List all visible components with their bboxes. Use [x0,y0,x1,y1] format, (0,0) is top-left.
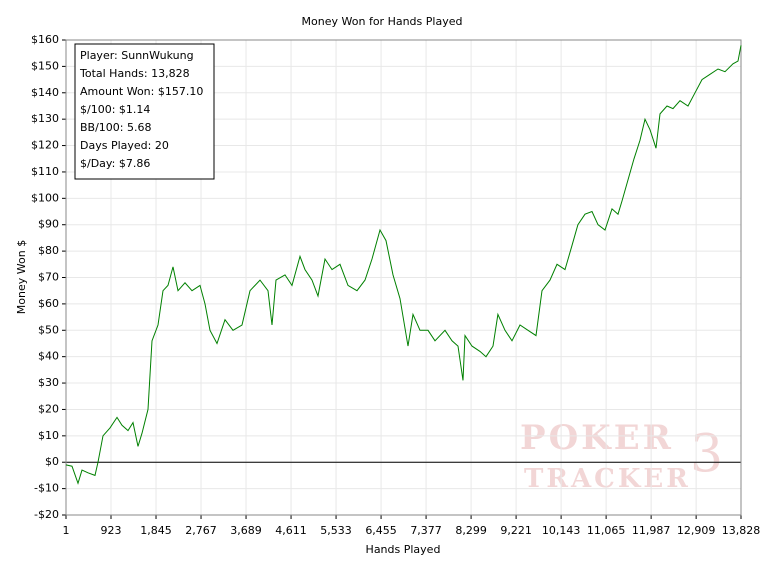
y-tick-label: $70 [38,271,59,284]
x-tick-label: 12,909 [677,524,716,537]
chart-title: Money Won for Hands Played [302,15,463,28]
info-box [74,43,215,180]
y-tick-label: $140 [31,86,59,99]
y-tick-label: $90 [38,218,59,231]
y-axis-label: Money Won $ [15,240,28,314]
x-tick-label: 5,533 [320,524,352,537]
info-line: Amount Won: $157.10 [80,85,203,98]
x-tick-label: 7,377 [410,524,442,537]
x-tick-label: 923 [101,524,122,537]
info-line: $/100: $1.14 [80,103,150,116]
info-line: BB/100: 5.68 [80,121,152,134]
info-line: Total Hands: 13,828 [79,67,190,80]
y-tick-label: $160 [31,33,59,46]
y-tick-label: -$10 [34,482,59,495]
plot-border [65,39,742,516]
x-tick-label: 8,299 [455,524,487,537]
x-tick-label: 4,611 [275,524,307,537]
x-tick-label: 6,455 [365,524,397,537]
x-tick-label: 11,065 [587,524,626,537]
x-tick-label: 13,828 [722,524,761,537]
info-line: $/Day: $7.86 [80,157,150,170]
y-tick-label: $130 [31,112,59,125]
x-tick-label: 11,987 [632,524,671,537]
x-tick-label: 1,845 [140,524,172,537]
y-tick-label: $110 [31,165,59,178]
x-tick-label: 9,221 [500,524,532,537]
y-tick-label: -$20 [34,508,59,521]
x-tick-label: 10,143 [542,524,581,537]
x-tick-label: 2,767 [185,524,217,537]
data-line [65,45,742,485]
x-axis-label: Hands Played [366,543,441,556]
y-tick-label: $0 [45,455,59,468]
y-tick-label: $50 [38,323,59,336]
y-tick-label: $120 [31,139,59,152]
watermark: 3 [690,425,726,485]
y-tick-label: $100 [31,191,59,204]
x-tick-label: 3,689 [230,524,262,537]
y-tick-label: $10 [38,429,59,442]
watermark: POKER [520,418,674,458]
y-tick-label: $60 [38,297,59,310]
info-line: Days Played: 20 [80,139,169,152]
x-tick-label: 1 [63,524,70,537]
y-tick-label: $150 [31,59,59,72]
y-tick-label: $20 [38,402,59,415]
y-tick-label: $40 [38,350,59,363]
y-tick-label: $30 [38,376,59,389]
info-line: Player: SunnWukung [80,49,194,62]
watermark: TRACKER [524,464,691,494]
y-tick-label: $80 [38,244,59,257]
